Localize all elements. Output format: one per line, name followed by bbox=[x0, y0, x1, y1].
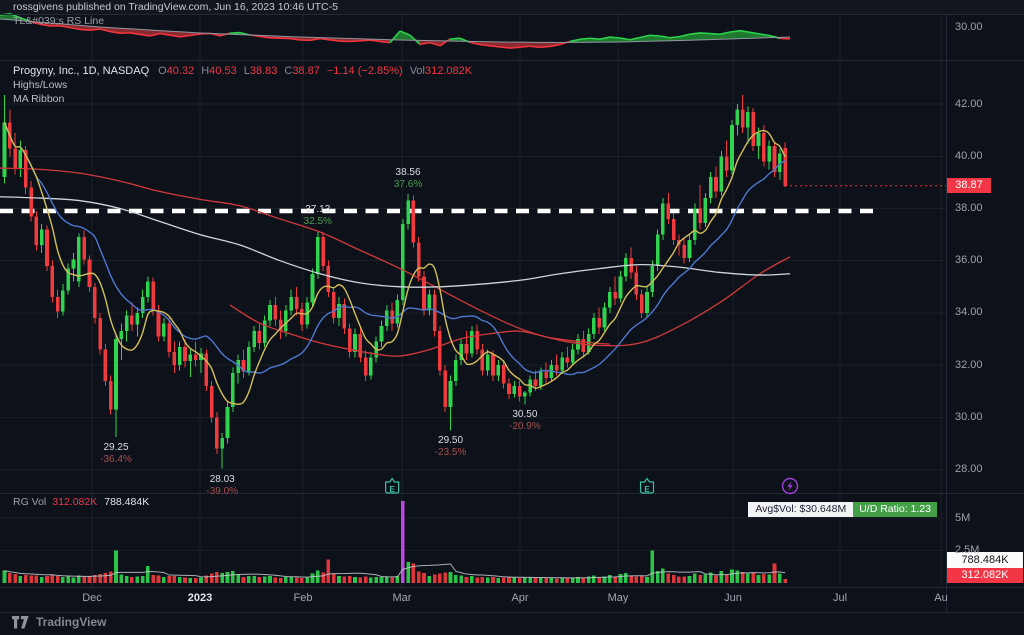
publish-header-text: rossgivens published on TradingView.com,… bbox=[13, 1, 338, 13]
earnings-icon[interactable]: E bbox=[639, 477, 655, 495]
svg-text:E: E bbox=[389, 485, 395, 494]
svg-text:E: E bbox=[644, 485, 650, 494]
boost-flash-icon[interactable] bbox=[781, 477, 799, 495]
earnings-icon[interactable]: E bbox=[385, 477, 400, 495]
publish-header: rossgivens published on TradingView.com,… bbox=[0, 0, 1024, 14]
